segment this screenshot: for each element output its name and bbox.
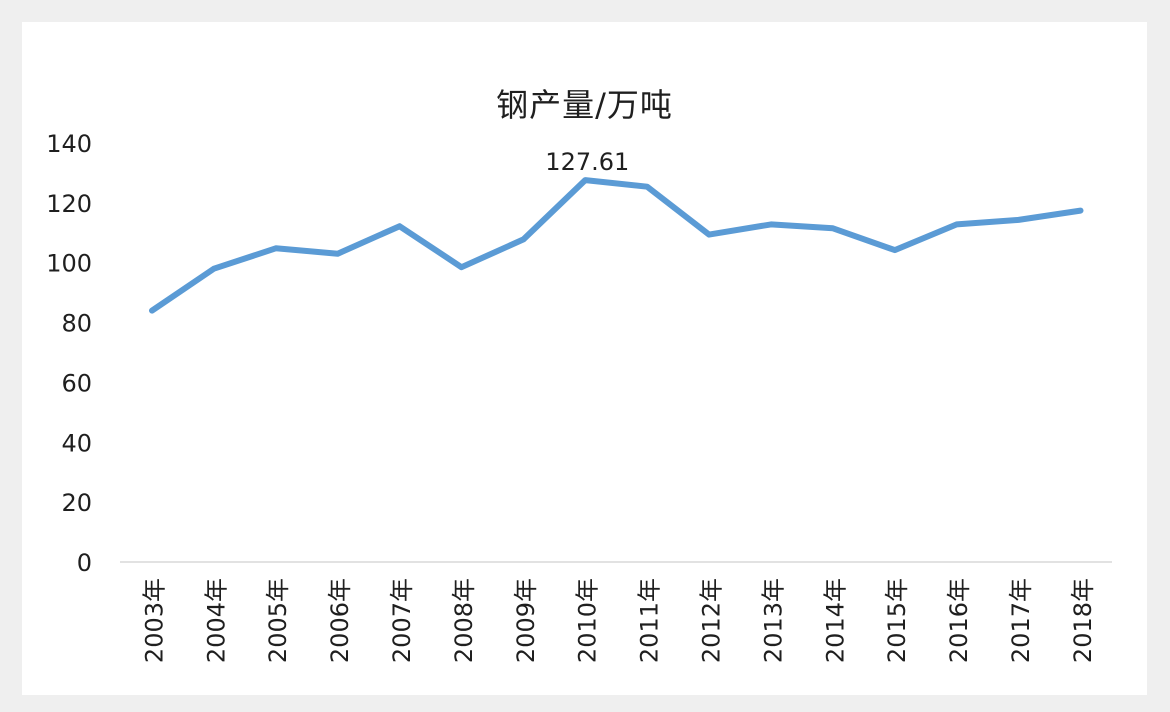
y-tick-label: 60 [61, 369, 92, 397]
x-tick-label: 2010年 [574, 578, 602, 663]
series-line [149, 177, 1084, 314]
data-label: 127.61 [545, 148, 629, 176]
y-tick-label: 120 [46, 190, 92, 218]
y-tick-label: 100 [46, 250, 92, 278]
x-tick-label: 2004年 [202, 578, 230, 663]
x-tick-label: 2016年 [945, 578, 973, 663]
x-tick-label: 2005年 [264, 578, 292, 663]
x-tick-label: 2017年 [1007, 578, 1035, 663]
chart-title: 钢产量/万吨 [496, 86, 673, 124]
x-tick-label: 2007年 [388, 578, 416, 663]
chart-card: 钢产量/万吨 [22, 22, 1147, 695]
x-tick-label: 2012年 [698, 578, 726, 663]
x-tick-label: 2011年 [636, 578, 664, 663]
y-tick-label: 20 [61, 489, 92, 517]
y-tick-label: 0 [77, 549, 92, 577]
x-tick-label: 2015年 [883, 578, 911, 663]
x-tick-label: 2006年 [326, 578, 354, 663]
x-tick-label: 2003年 [140, 578, 168, 663]
x-tick-label: 2018年 [1069, 578, 1097, 663]
x-tick-label: 2009年 [512, 578, 540, 663]
y-tick-label: 80 [61, 310, 92, 338]
x-tick-label: 2008年 [450, 578, 478, 663]
x-tick-label: 2014年 [821, 578, 849, 663]
y-tick-label: 140 [46, 130, 92, 158]
x-tick-label: 2013年 [759, 578, 787, 663]
y-tick-label: 40 [61, 429, 92, 457]
